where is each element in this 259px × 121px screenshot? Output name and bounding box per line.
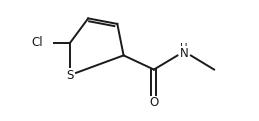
Text: S: S bbox=[66, 69, 74, 82]
Text: O: O bbox=[149, 96, 159, 109]
Text: H: H bbox=[181, 42, 188, 53]
Text: Cl: Cl bbox=[31, 36, 43, 49]
Text: N: N bbox=[180, 46, 189, 60]
